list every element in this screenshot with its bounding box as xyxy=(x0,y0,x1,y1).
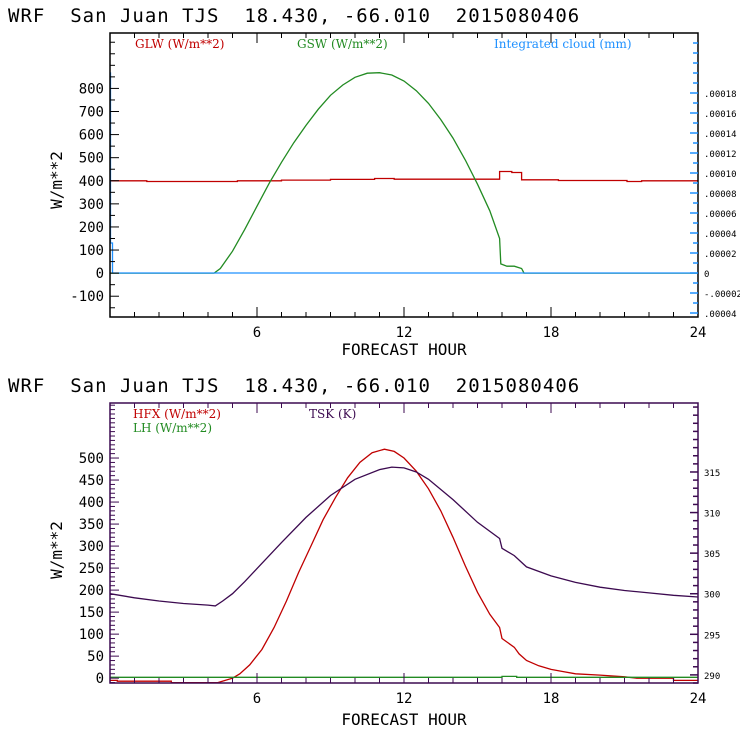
y-tick-label: 250 xyxy=(79,561,104,577)
y-tick-label: 100 xyxy=(79,243,104,259)
y2-tick-label: .00014 xyxy=(704,130,737,140)
y2-tick-label: .00016 xyxy=(704,110,737,120)
x-tick-label: 18 xyxy=(543,325,560,341)
y-tick-label: 200 xyxy=(79,220,104,236)
gsw-line xyxy=(110,72,698,274)
y-tick-label: 400 xyxy=(79,495,104,511)
y-tick-label: 500 xyxy=(79,451,104,467)
y-tick-label: 0 xyxy=(96,671,104,687)
x-tick-label: 24 xyxy=(690,691,707,707)
tsk-line xyxy=(109,466,699,607)
y2-tick-label: .00008 xyxy=(704,190,737,200)
y2-tick-label: .00002 xyxy=(704,250,737,260)
glw-line xyxy=(110,170,698,183)
y2-tick-label: .00018 xyxy=(704,90,737,100)
x-tick-label: 6 xyxy=(253,325,261,341)
y-tick-label: 500 xyxy=(79,151,104,167)
y2-tick-label: -.00002 xyxy=(704,290,740,300)
chart-title: WRF San Juan TJS 18.430, -66.010 2015080… xyxy=(8,5,580,27)
y2-tick-label: 310 xyxy=(704,510,720,520)
y2-tick-label: 300 xyxy=(704,591,720,601)
x-tick-label: 18 xyxy=(543,691,560,707)
plot-frame xyxy=(109,402,699,684)
x-axis-title: FORECAST HOUR xyxy=(341,710,467,729)
y-tick-label: 200 xyxy=(79,583,104,599)
y-tick-label: 300 xyxy=(79,539,104,555)
y2-tick-label: 0 xyxy=(704,270,709,280)
y2-tick-label: .00012 xyxy=(704,150,737,160)
y-tick-label: 50 xyxy=(87,649,104,665)
y2-tick-label: .00010 xyxy=(704,170,737,180)
y-tick-label: 450 xyxy=(79,473,104,489)
x-tick-label: 24 xyxy=(690,325,707,341)
y-axis-title: W/m**2 xyxy=(47,521,66,579)
lh-line xyxy=(110,675,698,678)
radiation-chart: WRF San Juan TJS 18.430, -66.010 2015080… xyxy=(8,5,740,359)
y2-tick-label: 290 xyxy=(704,672,720,682)
y-tick-label: 700 xyxy=(79,105,104,121)
flux-chart: WRF San Juan TJS 18.430, -66.010 2015080… xyxy=(8,375,720,729)
y-tick-label: 150 xyxy=(79,605,104,621)
series-group xyxy=(109,448,699,684)
integrated-line xyxy=(109,72,698,274)
y2-tick-label: .00004 xyxy=(704,310,737,320)
x-tick-label: 12 xyxy=(396,691,413,707)
y2-tick-label: 315 xyxy=(704,469,720,479)
chart-title: WRF San Juan TJS 18.430, -66.010 2015080… xyxy=(8,375,580,397)
legend-lh: LH (W/m**2) xyxy=(133,421,212,435)
x-axis-title: FORECAST HOUR xyxy=(341,340,467,359)
y-tick-label: 350 xyxy=(79,517,104,533)
y-tick-label: 800 xyxy=(79,81,104,97)
legend-cloud: Integrated cloud (mm) xyxy=(494,37,632,51)
x-tick-label: 12 xyxy=(396,325,413,341)
legend-gsw: GSW (W/m**2) xyxy=(297,37,388,51)
legend-tsk: TSK (K) xyxy=(309,407,356,421)
y2-tick-label: .00006 xyxy=(704,210,737,220)
legend-glw: GLW (W/m**2) xyxy=(135,37,224,51)
y-tick-label: 100 xyxy=(79,627,104,643)
plot-frame xyxy=(109,32,699,318)
x-tick-label: 6 xyxy=(253,691,261,707)
y-tick-label: 400 xyxy=(79,174,104,190)
y2-tick-label: 305 xyxy=(704,550,720,560)
legend-hfx: HFX (W/m**2) xyxy=(133,407,221,421)
y-tick-label: 600 xyxy=(79,128,104,144)
y-axis-title: W/m**2 xyxy=(47,151,66,209)
y-tick-label: 0 xyxy=(96,266,104,282)
hfx-line xyxy=(110,448,698,684)
y-tick-label: -100 xyxy=(70,289,104,305)
y2-tick-label: 295 xyxy=(704,631,720,641)
series-group xyxy=(109,72,698,274)
y-tick-label: 300 xyxy=(79,197,104,213)
y2-tick-label: .00004 xyxy=(704,230,737,240)
